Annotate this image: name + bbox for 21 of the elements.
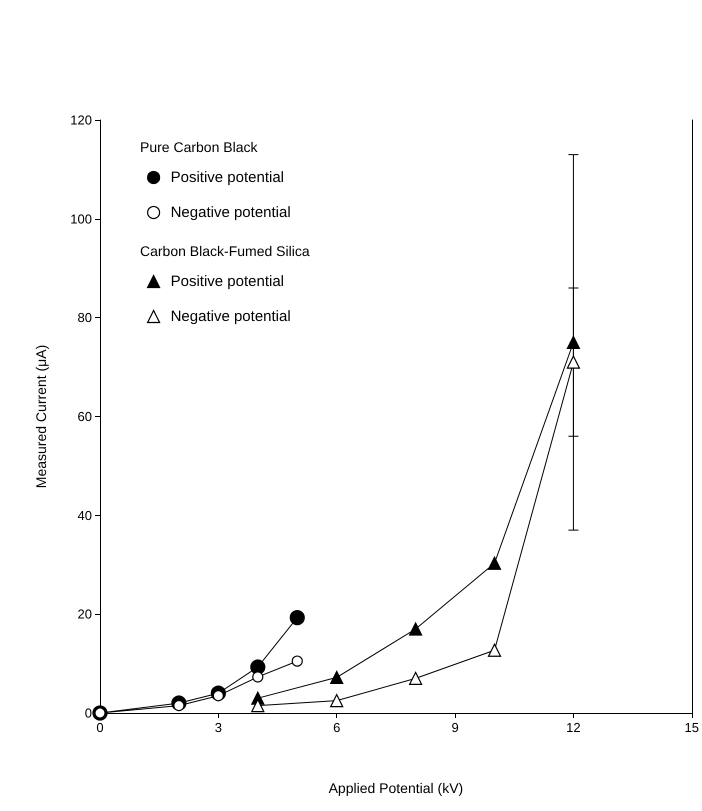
annotation: Pure Carbon Black bbox=[140, 139, 259, 155]
legend-label: Positive potential bbox=[170, 273, 284, 290]
x-axis-title: Applied Potential (kV) bbox=[328, 780, 464, 796]
y-tick-label: 0 bbox=[84, 706, 92, 720]
y-tick-label: 80 bbox=[78, 310, 92, 326]
x-tick-label: 3 bbox=[214, 720, 222, 735]
x-tick-label: 9 bbox=[451, 720, 459, 735]
y-tick-label: 40 bbox=[78, 508, 92, 523]
y-tick-label: 120 bbox=[70, 112, 92, 128]
y-axis-title: Measured Current (μA) bbox=[33, 344, 49, 488]
y-tick-label: 60 bbox=[78, 409, 92, 424]
x-tick-label: 0 bbox=[96, 720, 104, 735]
annotation: Carbon Black-Fumed Silica bbox=[140, 243, 310, 259]
x-tick-label: 6 bbox=[333, 720, 340, 735]
legend-label: Positive potential bbox=[170, 169, 284, 186]
y-tick-label: 100 bbox=[70, 211, 92, 226]
legend-label: Negative potential bbox=[170, 308, 291, 325]
legend-label: Negative potential bbox=[170, 204, 291, 221]
x-tick-label: 15 bbox=[684, 720, 700, 735]
y-tick-label: 20 bbox=[78, 606, 92, 622]
x-tick-label: 12 bbox=[566, 720, 581, 735]
